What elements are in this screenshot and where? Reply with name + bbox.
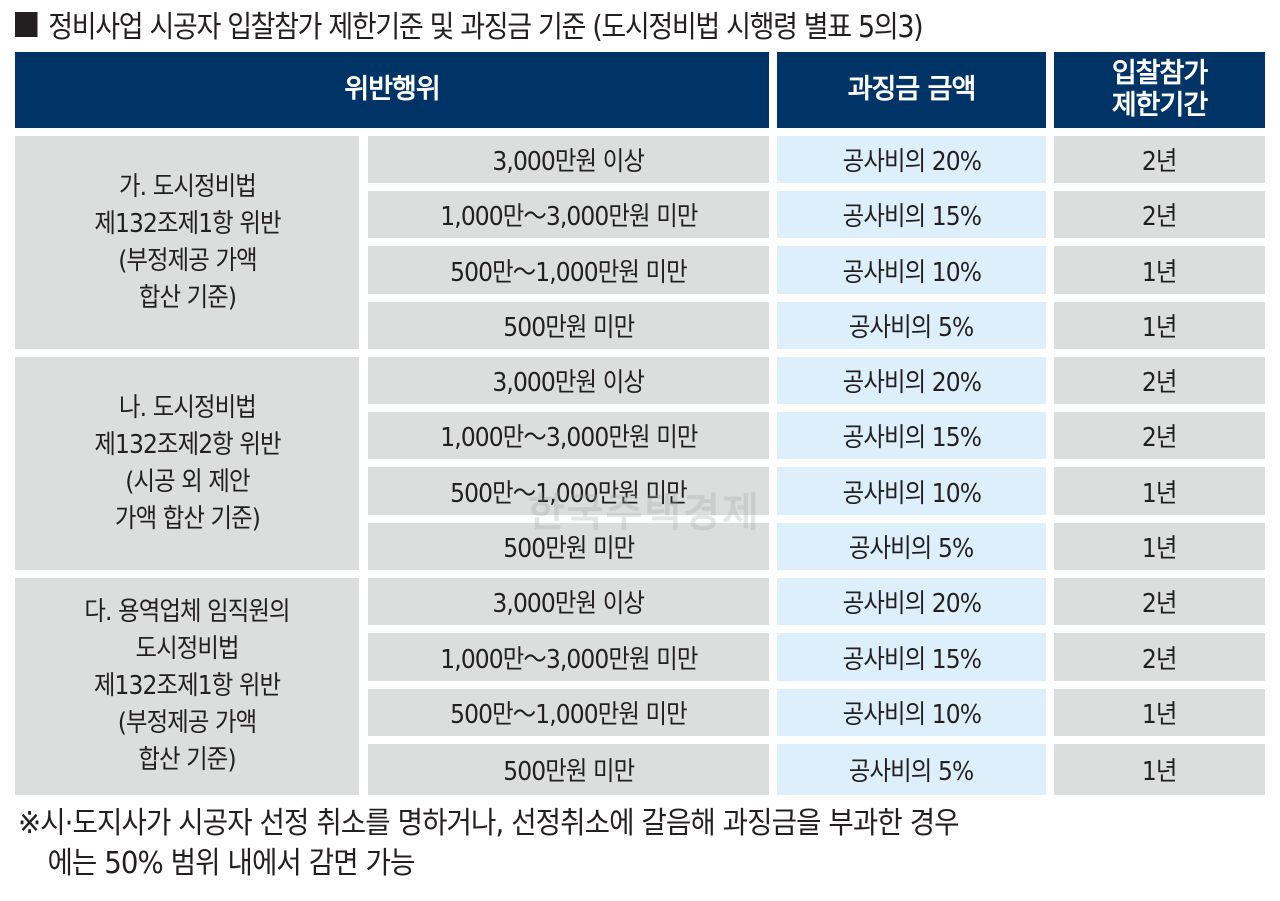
period-cell: 1년 xyxy=(1054,467,1265,515)
group-label-ga: 가. 도시정비법 제132조제1항 위반 (부정제공 가액 합산 기준) xyxy=(15,136,359,349)
period-text: 2년 xyxy=(1142,147,1178,177)
penalty-cell: 공사비의 10% xyxy=(777,689,1046,736)
square-bullet-icon xyxy=(15,11,38,37)
amount-text: 1,000만～3,000만원 미만 xyxy=(439,423,698,453)
period-cell: 2년 xyxy=(1054,578,1265,625)
penalty-text: 공사비의 10% xyxy=(842,478,981,509)
amount-cell: 500만～1,000만원 미만 xyxy=(368,689,769,736)
period-cell: 1년 xyxy=(1054,246,1265,294)
footnote: ※시·도지사가 시공자 선정 취소를 명하거나, 선정취소에 갈음해 과징금을 … xyxy=(18,804,1278,884)
amount-text: 3,000만원 이상 xyxy=(492,589,645,619)
amount-cell: 500만원 미만 xyxy=(368,523,769,570)
amount-text: 3,000만원 이상 xyxy=(492,368,645,398)
period-text: 2년 xyxy=(1142,423,1178,453)
period-cell: 2년 xyxy=(1054,357,1265,404)
amount-cell: 1,000만～3,000만원 미만 xyxy=(368,191,769,238)
penalty-text: 공사비의 5% xyxy=(849,757,974,787)
penalty-text: 공사비의 20% xyxy=(842,147,981,177)
period-text: 1년 xyxy=(1142,478,1178,509)
group-label-text: 다. 용역업체 임직원의 도시정비법 제132조제1항 위반 (부정제공 가액 … xyxy=(84,597,290,775)
amount-text: 500만～1,000만원 미만 xyxy=(450,257,688,288)
header-penalty-amount: 과징금 금액 xyxy=(777,52,1046,128)
footnote-line-2: 에는 50% 범위 내에서 감면 가능 xyxy=(47,846,415,881)
header-restriction-period: 입찰참가 제한기간 xyxy=(1054,52,1265,128)
penalty-cell: 공사비의 5% xyxy=(777,744,1046,795)
penalty-cell: 공사비의 15% xyxy=(777,412,1046,459)
amount-cell: 1,000만～3,000만원 미만 xyxy=(368,412,769,459)
period-cell: 1년 xyxy=(1054,523,1265,570)
period-cell: 2년 xyxy=(1054,136,1265,183)
period-text: 1년 xyxy=(1142,534,1178,564)
penalty-text: 공사비의 20% xyxy=(842,368,981,398)
period-text: 2년 xyxy=(1142,644,1178,675)
penalty-cell: 공사비의 10% xyxy=(777,246,1046,294)
amount-cell: 500만원 미만 xyxy=(368,302,769,349)
header-violation-label: 위반행위 xyxy=(344,74,440,105)
amount-cell: 3,000만원 이상 xyxy=(368,578,769,625)
penalty-cell: 공사비의 20% xyxy=(777,136,1046,183)
amount-text: 500만원 미만 xyxy=(502,313,635,343)
amount-text: 500만원 미만 xyxy=(502,757,635,787)
period-text: 2년 xyxy=(1142,589,1178,619)
penalty-text: 공사비의 5% xyxy=(849,313,974,343)
group-label-da: 다. 용역업체 임직원의 도시정비법 제132조제1항 위반 (부정제공 가액 … xyxy=(15,578,359,795)
page-title: 정비사업 시공자 입찰참가 제한기준 및 과징금 기준 (도시정비법 시행령 별… xyxy=(15,2,924,46)
period-text: 1년 xyxy=(1142,757,1178,787)
period-cell: 2년 xyxy=(1054,412,1265,459)
penalty-text: 공사비의 15% xyxy=(842,423,981,453)
header-restriction-period-label: 입찰참가 제한기간 xyxy=(1111,58,1208,121)
amount-cell: 500만～1,000만원 미만 xyxy=(368,467,769,515)
amount-cell: 500만～1,000만원 미만 xyxy=(368,246,769,294)
penalty-cell: 공사비의 15% xyxy=(777,633,1046,681)
amount-cell: 500만원 미만 xyxy=(368,744,769,795)
penalty-cell: 공사비의 10% xyxy=(777,467,1046,515)
penalty-cell: 공사비의 20% xyxy=(777,357,1046,404)
period-text: 2년 xyxy=(1142,202,1178,232)
period-cell: 1년 xyxy=(1054,744,1265,795)
penalty-cell: 공사비의 15% xyxy=(777,191,1046,238)
amount-text: 500만원 미만 xyxy=(502,534,635,564)
amount-cell: 1,000만～3,000만원 미만 xyxy=(368,633,769,681)
period-cell: 2년 xyxy=(1054,191,1265,238)
period-text: 2년 xyxy=(1142,368,1178,398)
period-cell: 1년 xyxy=(1054,689,1265,736)
header-penalty-amount-label: 과징금 금액 xyxy=(847,74,977,105)
amount-text: 500만～1,000만원 미만 xyxy=(450,700,688,730)
penalty-cell: 공사비의 5% xyxy=(777,302,1046,349)
amount-cell: 3,000만원 이상 xyxy=(368,136,769,183)
group-label-text: 나. 도시정비법 제132조제2항 위반 (시공 외 제안 가액 합산 기준) xyxy=(93,392,281,534)
footnote-line-1: ※시·도지사가 시공자 선정 취소를 명하거나, 선정취소에 갈음해 과징금을 … xyxy=(18,806,960,841)
group-label-na: 나. 도시정비법 제132조제2항 위반 (시공 외 제안 가액 합산 기준) xyxy=(15,357,359,570)
amount-text: 1,000만～3,000만원 미만 xyxy=(439,202,698,232)
amount-cell: 3,000만원 이상 xyxy=(368,357,769,404)
penalty-text: 공사비의 10% xyxy=(842,257,981,288)
penalty-text: 공사비의 15% xyxy=(842,644,981,675)
penalty-text: 공사비의 15% xyxy=(842,202,981,232)
penalty-cell: 공사비의 5% xyxy=(777,523,1046,570)
period-text: 1년 xyxy=(1142,313,1178,343)
amount-text: 3,000만원 이상 xyxy=(492,147,645,177)
period-text: 1년 xyxy=(1142,700,1178,730)
amount-text: 500만～1,000만원 미만 xyxy=(450,478,688,509)
penalty-text: 공사비의 10% xyxy=(842,700,981,730)
period-cell: 2년 xyxy=(1054,633,1265,681)
penalty-cell: 공사비의 20% xyxy=(777,578,1046,625)
header-violation: 위반행위 xyxy=(15,52,769,128)
amount-text: 1,000만～3,000만원 미만 xyxy=(439,644,698,675)
period-text: 1년 xyxy=(1142,257,1178,288)
penalty-text: 공사비의 20% xyxy=(842,589,981,619)
period-cell: 1년 xyxy=(1054,302,1265,349)
group-label-text: 가. 도시정비법 제132조제1항 위반 (부정제공 가액 합산 기준) xyxy=(93,171,281,313)
penalty-text: 공사비의 5% xyxy=(849,534,974,564)
page-title-text: 정비사업 시공자 입찰참가 제한기준 및 과징금 기준 (도시정비법 시행령 별… xyxy=(48,10,923,45)
